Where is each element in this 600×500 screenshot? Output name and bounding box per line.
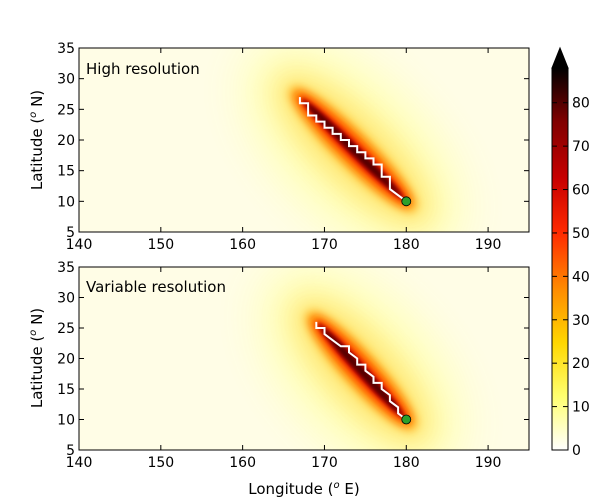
colorbar-tick-label: 40 [572,269,590,285]
x-tick-label: 170 [311,237,338,253]
x-tick-label: 180 [393,237,420,253]
y-ticks: 5 10 15 20 25 30 35 [57,41,529,241]
storm-start-marker [401,414,412,425]
panel-variable-resolution: 140 150 160 170 180 190 5 10 15 20 25 30 35 Variabl… [28,260,530,498]
storm-track-line [315,321,407,421]
x-tick-label: 150 [147,455,174,471]
panel-high-resolution: 140 150 160 170 180 190 5 10 15 20 25 30 35 High re… [28,41,530,253]
x-tick-label: 150 [147,237,174,253]
x-tick-label: 170 [311,455,338,471]
storm-start-marker [401,196,412,207]
x-axis-label: Longitude (o E) [248,480,359,498]
colorbar: 0 10 20 30 40 50 60 70 80 [551,46,590,459]
x-tick-label: 190 [475,237,502,253]
storm-track-line [298,97,407,203]
y-tick-label: 35 [57,260,75,276]
colorbar-tick-label: 70 [572,139,590,155]
y-tick-label: 5 [66,443,75,459]
y-axis-label: Latitude (o N) [28,308,46,408]
y-tick-label: 10 [57,194,75,210]
colorbar-extend-arrow [551,46,569,69]
y-tick-label: 20 [57,133,75,149]
x-tick-label: 160 [229,237,256,253]
y-tick-label: 30 [57,291,75,307]
colorbar-gradient [551,67,569,451]
colorbar-tick-label: 50 [572,226,590,242]
colorbar-ticks: 0 10 20 30 40 50 60 70 80 [552,96,590,459]
y-ticks: 5 10 15 20 25 30 35 [57,260,529,459]
panel-title: High resolution [86,60,200,78]
y-axis-label: Latitude (o N) [28,90,46,190]
colorbar-tick-label: 80 [572,96,590,112]
colorbar-tick-label: 20 [572,356,590,372]
y-tick-label: 30 [57,72,75,88]
x-tick-label: 180 [393,455,420,471]
x-tick-label: 190 [475,455,502,471]
colorbar-tick-label: 10 [572,400,590,416]
heat-band-core [322,329,400,413]
y-tick-label: 25 [57,321,75,337]
x-tick-label: 140 [66,237,93,253]
y-tick-label: 15 [57,164,75,180]
y-tick-label: 35 [57,41,75,57]
y-tick-label: 10 [57,413,75,429]
colorbar-tick-label: 0 [572,443,581,459]
x-tick-label: 140 [66,455,93,471]
colorbar-tick-label: 60 [572,183,590,199]
y-tick-label: 25 [57,102,75,118]
y-tick-label: 15 [57,382,75,398]
heat-band-core [307,104,400,195]
x-ticks: 140 150 160 170 180 190 [66,48,502,253]
colorbar-tick-label: 30 [572,313,590,329]
x-ticks: 140 150 160 170 180 190 [66,267,502,471]
y-tick-label: 20 [57,352,75,368]
x-tick-label: 160 [229,455,256,471]
y-tick-label: 5 [66,225,75,241]
panel-title: Variable resolution [86,278,226,296]
